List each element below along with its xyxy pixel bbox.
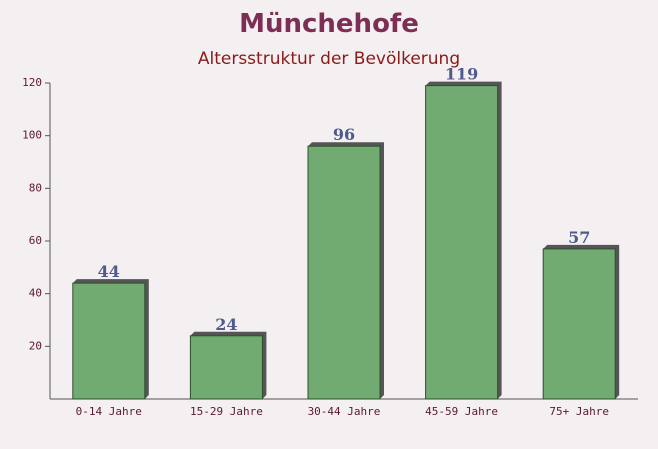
bar bbox=[307, 145, 381, 400]
x-tick-label: 45-59 Jahre bbox=[425, 405, 498, 418]
x-tick-label: 15-29 Jahre bbox=[190, 405, 263, 418]
chart-subtitle: Altersstruktur der Bevölkerung bbox=[198, 49, 460, 69]
y-tick-label: 20 bbox=[29, 339, 42, 352]
y-tick-label: 60 bbox=[29, 234, 42, 247]
x-tick-label: 75+ Jahre bbox=[549, 405, 609, 418]
bar bbox=[189, 335, 263, 400]
y-tick-label: 40 bbox=[29, 287, 42, 300]
y-tick-label: 80 bbox=[29, 181, 42, 194]
bar bbox=[72, 282, 146, 400]
value-label: 119 bbox=[445, 65, 478, 84]
value-label: 24 bbox=[215, 315, 237, 334]
bar bbox=[425, 85, 499, 400]
value-label: 96 bbox=[333, 125, 355, 144]
y-tick-label: 120 bbox=[22, 76, 42, 89]
x-tick-label: 0-14 Jahre bbox=[76, 405, 142, 418]
bar bbox=[542, 248, 616, 400]
y-tick-label: 100 bbox=[22, 129, 42, 142]
value-label: 57 bbox=[568, 228, 590, 247]
chart-title: Münchehofe bbox=[239, 9, 419, 39]
value-label: 44 bbox=[98, 262, 120, 281]
x-tick-label: 30-44 Jahre bbox=[308, 405, 381, 418]
